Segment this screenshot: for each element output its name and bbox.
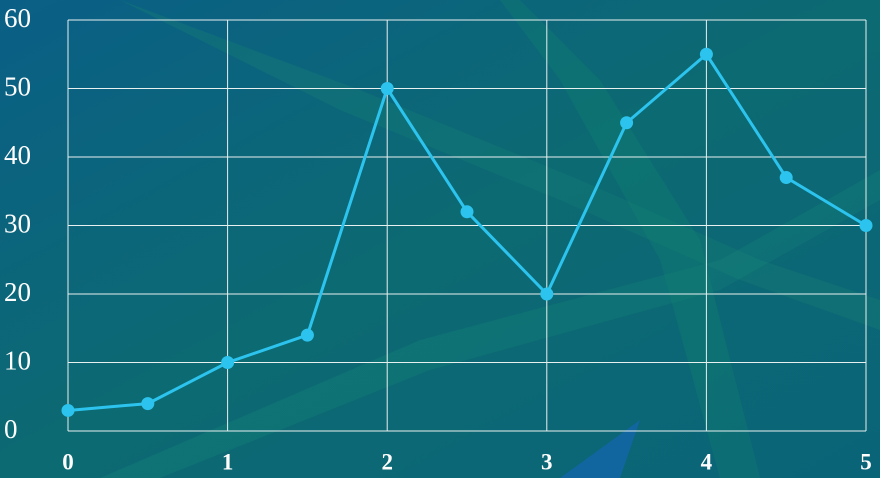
x-tick-label: 0	[62, 449, 74, 474]
x-tick-label: 3	[541, 449, 553, 474]
x-tick-label: 5	[860, 449, 872, 474]
data-point	[461, 205, 474, 218]
y-tick-label: 20	[4, 277, 31, 307]
y-tick-label: 50	[4, 72, 31, 102]
data-point	[221, 356, 234, 369]
x-tick-label: 1	[222, 449, 234, 474]
y-tick-label: 60	[4, 3, 31, 33]
y-tick-label: 30	[4, 209, 31, 239]
x-tick-label: 4	[701, 449, 713, 474]
data-point	[780, 171, 793, 184]
data-point	[860, 219, 873, 232]
data-point	[700, 48, 713, 61]
data-point	[301, 329, 314, 342]
data-point	[141, 397, 154, 410]
data-point	[381, 82, 394, 95]
y-tick-label: 40	[4, 140, 31, 170]
y-tick-label: 10	[4, 346, 31, 376]
data-point	[620, 116, 633, 129]
x-tick-label: 2	[381, 449, 393, 474]
data-point	[62, 404, 75, 417]
y-tick-label: 0	[4, 414, 18, 444]
chart: 0 10 20 30 40 50 60 0 1 2 3 4 5	[0, 0, 880, 478]
data-point	[540, 288, 553, 301]
